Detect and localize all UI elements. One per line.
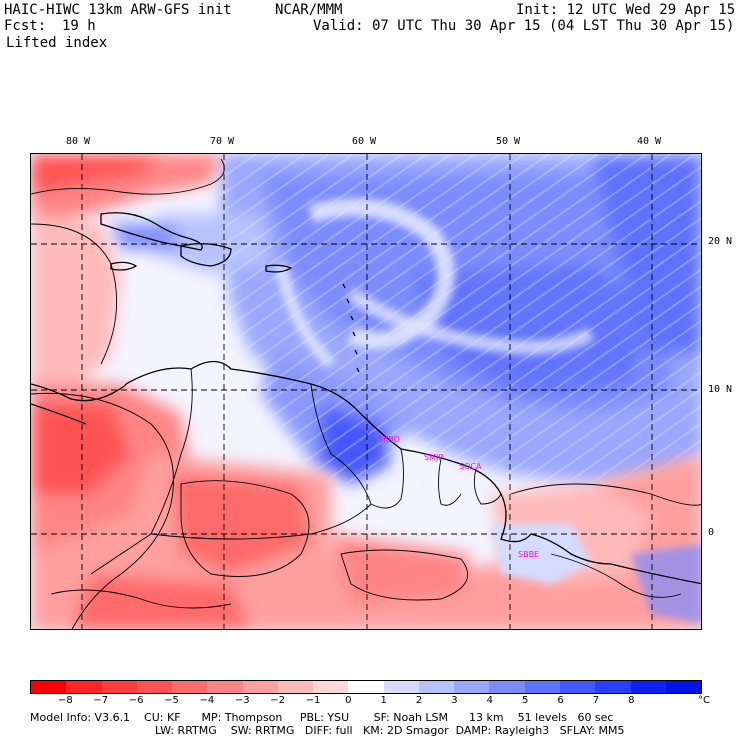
colorbar-swatch xyxy=(242,681,278,693)
colorbar-swatch xyxy=(383,681,419,693)
lat-label-0: 0 xyxy=(708,527,715,538)
colorbar-swatch xyxy=(630,681,666,693)
colorbar-swatch xyxy=(136,681,173,693)
lon-label-50w: 50 W xyxy=(496,136,521,147)
colorbar-tick-label: −1 xyxy=(305,695,321,706)
colorbar-swatch xyxy=(172,681,208,693)
colorbar-tick-label: −5 xyxy=(164,695,179,706)
colorbar-tick-label: 4 xyxy=(486,695,493,706)
colorbar-swatch xyxy=(348,681,384,693)
colorbar-tick-label: 8 xyxy=(628,695,635,706)
lifted-index-map: SKBO SMJP SOCA SBBE xyxy=(30,153,702,630)
unstable-region xyxy=(31,154,701,629)
colorbar-unit: °C xyxy=(698,695,710,706)
colorbar-swatch xyxy=(66,681,102,693)
colorbar-swatch xyxy=(313,681,349,693)
colorbar-swatch xyxy=(454,681,490,693)
colorbar-swatch xyxy=(101,681,137,693)
lat-label-10n: 10 N xyxy=(708,384,733,395)
colorbar-tick-label: 5 xyxy=(521,695,529,706)
colorbar-tick-label: −7 xyxy=(93,695,109,706)
station-skbo: SKBO xyxy=(378,435,400,444)
amazon-stable xyxy=(491,524,701,624)
colorbar-swatch xyxy=(559,681,596,693)
colorbar-tick-label: 3 xyxy=(451,695,458,706)
colorbar-swatch xyxy=(665,681,702,693)
lat-label-20n: 20 N xyxy=(708,236,733,247)
colorbar-tick-label: 0 xyxy=(345,695,352,706)
contour-lines xyxy=(31,158,701,629)
colorbar-tick-label: −2 xyxy=(270,695,285,706)
colorbar-tick-label: 1 xyxy=(380,695,387,706)
lon-label-40w: 40 W xyxy=(637,136,662,147)
map-canvas: SKBO SMJP SOCA SBBE xyxy=(31,154,701,629)
colorbar-tick-label: −8 xyxy=(57,695,73,706)
colorbar-tick-label: −4 xyxy=(199,695,215,706)
coastlines xyxy=(31,212,701,585)
colorbar-swatch xyxy=(31,681,67,693)
colorbar-swatch xyxy=(489,681,525,693)
init-time: Init: 12 UTC Wed 29 Apr 15 xyxy=(516,2,736,18)
fcst-value: 19 h xyxy=(62,18,96,34)
station-smjp: SMJP xyxy=(424,453,443,462)
graticule xyxy=(31,154,701,629)
colorbar-tick-label: 6 xyxy=(557,695,564,706)
field-name: Lifted index xyxy=(6,35,108,51)
colorbar-swatch xyxy=(595,681,631,693)
colorbar-tick-label: −3 xyxy=(234,695,250,706)
station-markers: SKBO SMJP SOCA SBBE xyxy=(378,435,539,559)
colorbar-tick-label: 7 xyxy=(592,695,600,706)
colorbar-tick-label: 2 xyxy=(415,695,423,706)
lon-label-60w: 60 W xyxy=(352,136,377,147)
station-soca: SOCA xyxy=(459,462,482,471)
colorbar-tick-label: −6 xyxy=(128,695,144,706)
lon-label-80w: 80 W xyxy=(66,136,91,147)
lon-label-70w: 70 W xyxy=(210,136,235,147)
colorbar xyxy=(30,680,702,694)
org-label: NCAR/MMM xyxy=(275,2,343,18)
model-info-line2: LW: RRTMG SW: RRTMG DIFF: full KM: 2D Sm… xyxy=(155,724,625,737)
fcst-label: Fcst: xyxy=(4,18,47,34)
valid-time: Valid: 07 UTC Thu 30 Apr 15 (04 LST Thu … xyxy=(313,18,735,34)
model-title: HAIC-HIWC 13km ARW-GFS init xyxy=(4,2,232,18)
station-sbbe: SBBE xyxy=(518,550,539,559)
colorbar-swatch xyxy=(277,681,314,693)
colorbar-swatch xyxy=(418,681,455,693)
colorbar-swatch xyxy=(524,681,560,693)
model-info-line1: Model Info: V3.6.1 CU: KF MP: Thompson P… xyxy=(30,711,614,724)
colorbar-swatch xyxy=(207,681,243,693)
